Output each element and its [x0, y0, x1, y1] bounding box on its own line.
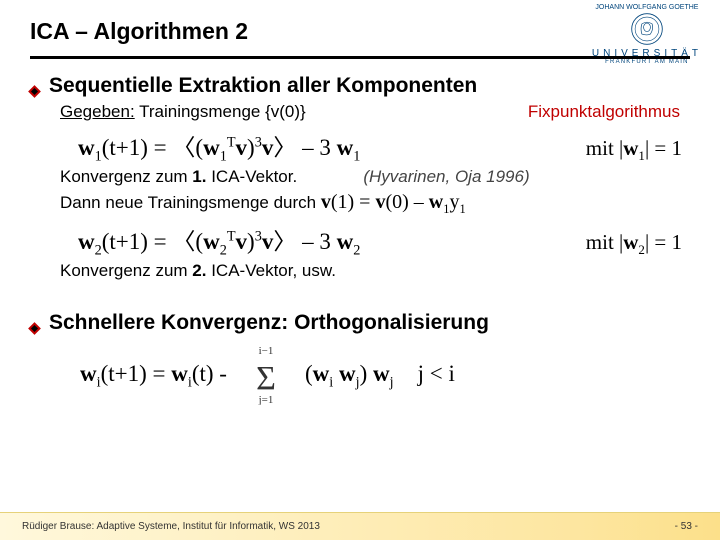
bullet-icon [28, 322, 41, 335]
fixpoint-label: Fixpunktalgorithmus [528, 102, 680, 122]
svg-text:Σ: Σ [256, 360, 276, 397]
content: Sequentielle Extraktion aller Komponente… [30, 74, 690, 405]
svg-text:i−1: i−1 [259, 345, 274, 357]
page-number: - 53 - [675, 521, 698, 532]
eq2-condition: mit |w2| = 1 [586, 230, 682, 255]
equation-w1: w1(t+1) = 〈(w1Tv)3v〉 – 3 w1 mit |w1| = 1 [78, 128, 690, 162]
equation-w2: w2(t+1) = 〈(w2Tv)3v〉 – 3 w2 mit |w2| = 1 [78, 222, 690, 256]
logo-top-text: JOHANN WOLFGANG GOETHE [592, 4, 702, 12]
note-convergence-2: Konvergenz zum 2. ICA-Vektor, usw. [60, 260, 690, 283]
eq1-condition: mit |w1| = 1 [586, 136, 682, 161]
sigma-icon: i−1 Σ j=1 [241, 343, 291, 405]
header: ICA – Algorithmen 2 JOHANN WOLFGANG GOET… [0, 0, 720, 64]
bullet-text-orthogonal: Schnellere Konvergenz: Orthogonalisierun… [49, 311, 489, 335]
bullet-text-sequential: Sequentielle Extraktion aller Komponente… [49, 74, 477, 98]
ortho-condition: j < i [418, 361, 455, 387]
bullet-orthogonal: Schnellere Konvergenz: Orthogonalisierun… [30, 311, 690, 335]
svg-text:j=1: j=1 [258, 394, 274, 405]
given-row: Gegeben: Trainingsmenge {v(0)} Fixpunkta… [60, 102, 690, 122]
footer-text: Rüdiger Brause: Adaptive Systeme, Instit… [22, 521, 320, 532]
footer: Rüdiger Brause: Adaptive Systeme, Instit… [0, 512, 720, 540]
eq1-body: w1(t+1) = 〈(w1Tv)3v〉 – 3 w1 [78, 128, 360, 162]
equation-orthogonal: wi(t+1) = wi(t) - i−1 Σ j=1 (wi wj) wj j… [80, 343, 690, 405]
note-convergence-1: Konvergenz zum 1. ICA-Vektor. (Hyvarinen… [60, 166, 690, 216]
section-orthogonal: Schnellere Konvergenz: Orthogonalisierun… [30, 311, 690, 405]
ortho-lhs: wi(t+1) = wi(t) - [80, 361, 227, 387]
ortho-term: (wi wj) wj [305, 361, 394, 387]
given-text: Gegeben: Trainingsmenge {v(0)} [60, 102, 306, 122]
header-rule [30, 56, 690, 59]
citation: (Hyvarinen, Oja 1996) [363, 167, 529, 186]
slide: ICA – Algorithmen 2 JOHANN WOLFGANG GOET… [0, 0, 720, 540]
bullet-icon [28, 85, 41, 98]
bullet-sequential: Sequentielle Extraktion aller Komponente… [30, 74, 690, 98]
logo-city-text: FRANKFURT AM MAIN [592, 59, 702, 66]
eq2-body: w2(t+1) = 〈(w2Tv)3v〉 – 3 w2 [78, 222, 360, 256]
logo-seal-icon [630, 12, 664, 46]
